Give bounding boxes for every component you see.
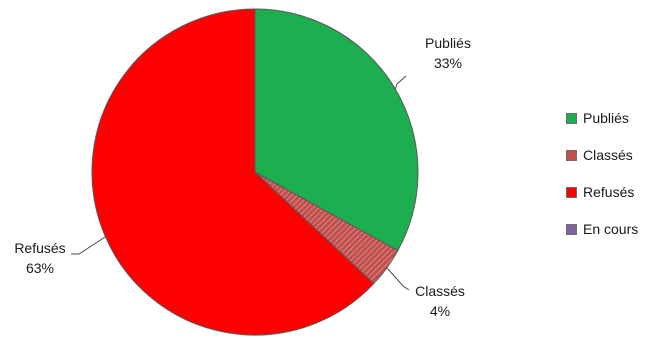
legend-label-refuses: Refusés (583, 184, 635, 200)
legend-swatch-en-cours (566, 223, 577, 235)
leader-line-classes (386, 267, 410, 291)
data-label-name-publies: Publiés (425, 35, 471, 51)
chart-legend: Publiés Classés Refusés En cours (566, 110, 638, 258)
legend-item-en-cours: En cours (566, 221, 638, 237)
data-label-name-classes: Classés (415, 283, 465, 299)
legend-label-classes: Classés (583, 147, 633, 163)
data-label-value-refuses: 63% (26, 260, 54, 276)
legend-item-classes: Classés (566, 147, 638, 163)
leader-line-publies (394, 75, 407, 90)
legend-label-publies: Publiés (583, 110, 629, 126)
legend-swatch-classes (566, 149, 577, 161)
data-label-value-publies: 33% (434, 55, 462, 71)
legend-item-publies: Publiés (566, 110, 638, 126)
legend-swatch-refuses (566, 186, 577, 198)
legend-swatch-publies (566, 112, 577, 124)
data-label-name-refuses: Refusés (14, 240, 65, 256)
pie-slice-refuses (91, 8, 375, 336)
legend-item-refuses: Refusés (566, 184, 638, 200)
data-label-value-classes: 4% (430, 303, 450, 319)
leader-line-refuses (71, 236, 106, 255)
legend-label-en-cours: En cours (583, 221, 639, 237)
